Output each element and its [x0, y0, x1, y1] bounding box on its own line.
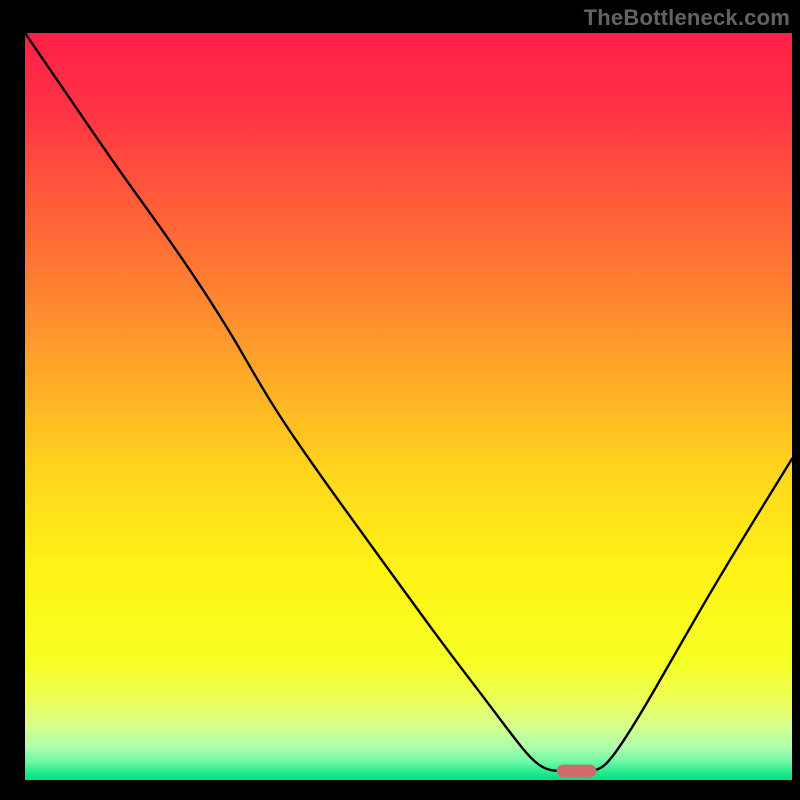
- bottleneck-curve: [25, 33, 792, 780]
- plot-area: [25, 33, 792, 780]
- valley-marker: [557, 765, 597, 778]
- chart-stage: TheBottleneck.com: [0, 0, 800, 800]
- watermark-text: TheBottleneck.com: [584, 5, 790, 31]
